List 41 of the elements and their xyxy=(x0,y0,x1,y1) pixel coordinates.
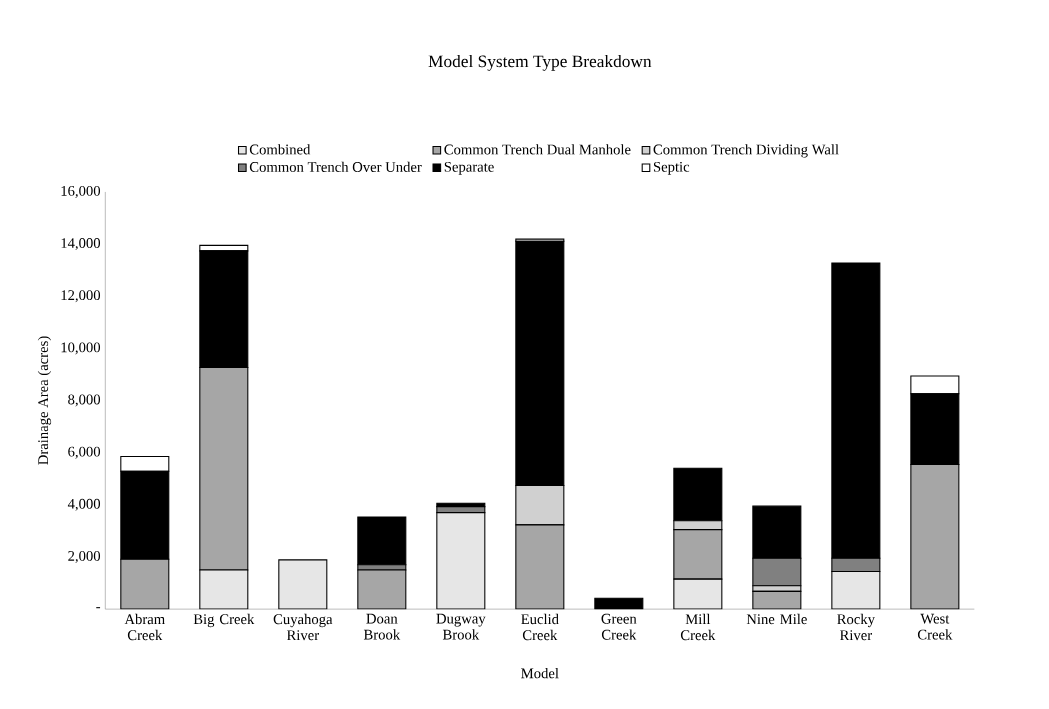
y-tick-label: 6,000 xyxy=(68,446,101,459)
x-axis-title: Model xyxy=(521,667,559,679)
x-tick-label: Mill Creek xyxy=(680,613,716,641)
bar xyxy=(357,516,407,566)
bar xyxy=(673,529,723,580)
legend-label: Common Trench Over Under xyxy=(249,161,422,172)
x-tick-label: Abram Creek xyxy=(124,613,165,641)
bar xyxy=(199,366,249,571)
legend-label: Combined xyxy=(249,144,311,155)
x-tick-label: West Creek xyxy=(917,613,953,640)
x-tick-label: Nine Mile xyxy=(746,613,807,625)
legend-label: Common Trench Dividing Wall xyxy=(653,144,839,158)
x-tick-label: Doan Brook xyxy=(363,613,401,640)
x-tick-label: Big Creek xyxy=(193,613,255,628)
y-tick-label: 4,000 xyxy=(67,498,101,511)
y-tick-label: 10,000 xyxy=(61,342,101,355)
x-tick-label: Euclid Creek xyxy=(521,613,559,641)
bar xyxy=(910,463,960,610)
x-tick-label: Green Creek xyxy=(601,613,637,640)
legend-label: Septic xyxy=(653,161,690,175)
y-tick-label: 8,000 xyxy=(68,394,101,407)
x-tick-label: Dugway Brook xyxy=(436,613,486,640)
y-tick-label: 12,000 xyxy=(61,290,101,303)
y-tick-label: - xyxy=(96,607,101,609)
bar xyxy=(831,570,881,610)
legend-label: Common Trench Dual Manhole xyxy=(444,144,631,155)
bar xyxy=(673,578,723,610)
bar xyxy=(515,524,565,610)
y-tick-label: 14,000 xyxy=(61,238,101,251)
bar xyxy=(199,569,249,610)
y-tick-label: 16,000 xyxy=(61,185,101,198)
y-axis-title: Drainage Area (acres) xyxy=(37,336,52,465)
bar xyxy=(436,512,486,610)
chart-title: Model System Type Breakdown xyxy=(428,54,652,71)
x-tick-label: Cuyahoga River xyxy=(273,613,333,641)
legend-label: Separate xyxy=(444,161,494,175)
y-tick-label: 2,000 xyxy=(68,550,101,563)
bar xyxy=(278,559,328,610)
x-tick-label: Rocky River xyxy=(837,613,875,641)
bar xyxy=(120,558,170,610)
bar xyxy=(357,569,407,610)
